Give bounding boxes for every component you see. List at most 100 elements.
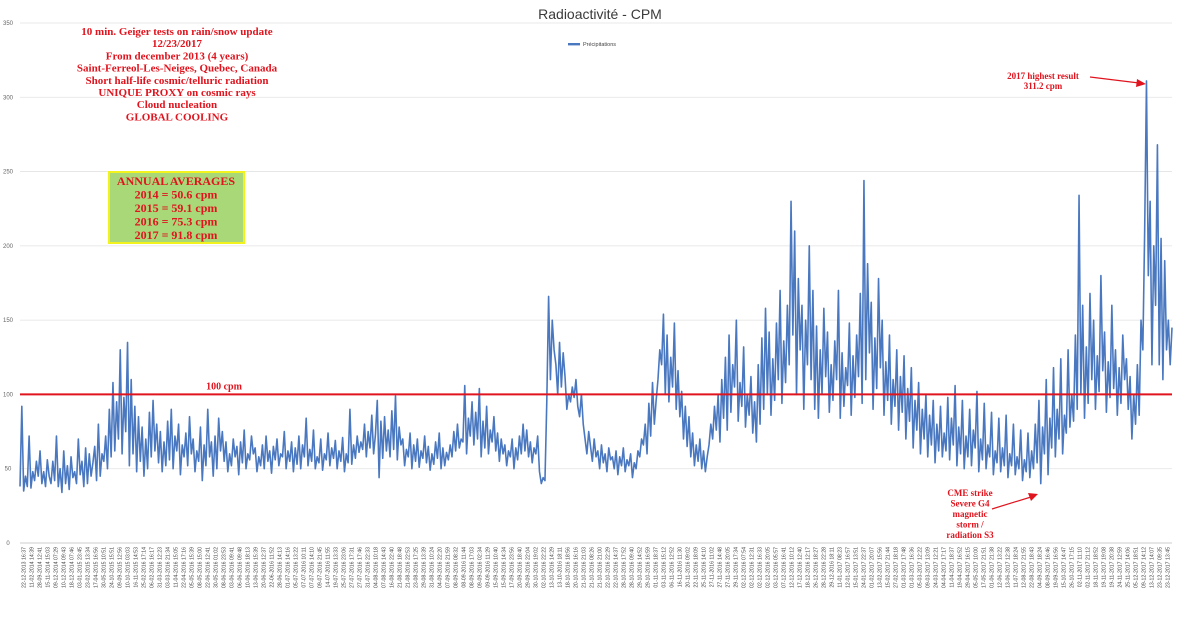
x-tick-label: 18-10-2016 18:56 bbox=[566, 547, 572, 588]
x-tick-label: 19-09-2017 16:56 bbox=[1054, 547, 1060, 588]
x-tick-label: 01-06-2017 21:38 bbox=[990, 547, 996, 588]
x-tick-label: 09-09-2015 12:56 bbox=[118, 547, 124, 588]
x-tick-label: 11-04-2016 15:05 bbox=[174, 547, 180, 588]
x-tick-label: 09-07-2016 21:45 bbox=[318, 547, 324, 588]
highest-result-line: 311.2 cpm bbox=[1024, 81, 1063, 91]
x-tick-label: 14-07-2016 11:55 bbox=[326, 547, 332, 588]
x-tick-label: 11-02-2014 14:39 bbox=[30, 547, 36, 588]
x-tick-label: 28-09-2014 12:41 bbox=[38, 547, 44, 588]
x-tick-label: 07-07-2016 14:10 bbox=[310, 547, 316, 588]
x-tick-label: 24-11-2017 12:59 bbox=[1118, 547, 1124, 588]
averages-line: 2015 = 59.1 cpm bbox=[135, 201, 218, 215]
x-tick-label: 13-06-2016 15:39 bbox=[254, 547, 260, 588]
x-tick-label: 29-11-2016 17:34 bbox=[734, 547, 740, 588]
cme-arrow bbox=[991, 496, 1032, 510]
x-tick-label: 27-07-2016 17:46 bbox=[358, 547, 364, 588]
x-tick-label: 15-09-2016 10:40 bbox=[494, 547, 500, 588]
x-tick-label: 02-12-2016 20:05 bbox=[766, 547, 772, 588]
x-tick-label: 22-08-2017 18:43 bbox=[1030, 547, 1036, 588]
x-tick-label: 02-11-2017 21:12 bbox=[1086, 547, 1092, 588]
x-tick-label: 20-06-2016 12:37 bbox=[262, 547, 268, 588]
x-tick-label: 02-11-2017 11:10 bbox=[1078, 547, 1084, 587]
cme-arrow-head bbox=[1028, 493, 1038, 501]
x-tick-label: 22-12-2013 16:37 bbox=[22, 547, 28, 588]
x-tick-label: 19-11-2017 20:38 bbox=[1110, 547, 1116, 588]
x-tick-label: 23-08-2016 17:25 bbox=[414, 547, 420, 588]
x-axis: 22-12-2013 16:37 11-02-2014 14:39 28-09-20… bbox=[22, 547, 1172, 588]
x-tick-label: 08-06-2016 23:53 bbox=[222, 547, 228, 588]
x-tick-label: 07-07-2016 10:11 bbox=[302, 547, 308, 588]
series-line bbox=[19, 80, 1173, 494]
x-tick-label: 09-03-2017 13:09 bbox=[926, 547, 932, 588]
cme-note-line: CME strike bbox=[947, 488, 992, 498]
legend: Précipitations bbox=[568, 42, 616, 48]
x-tick-label: 31-08-2016 10:24 bbox=[430, 547, 436, 588]
x-tick-label: 25-11-2016 14:10 bbox=[702, 547, 708, 588]
cme-note-line: magnetic bbox=[953, 509, 988, 519]
x-tick-label: 06-02-2016 16:17 bbox=[150, 547, 156, 588]
x-tick-label: 22-10-2016 14:37 bbox=[614, 547, 620, 588]
x-tick-label: 05-03-2017 12:22 bbox=[918, 547, 924, 588]
x-tick-label: 02-12-2016 07:54 bbox=[742, 547, 748, 588]
x-tick-label: 03-12-2016 05:57 bbox=[774, 547, 780, 588]
cme-note-line: storm / bbox=[956, 520, 984, 530]
cme-note-line: Severe G4 bbox=[950, 499, 990, 509]
x-tick-label: 19-07-2016 13:33 bbox=[334, 547, 340, 588]
x-tick-label: 19-11-2017 19:08 bbox=[1102, 547, 1108, 588]
cme-note-line: radiation S3 bbox=[946, 530, 994, 540]
x-tick-label: 07-08-2016 14:43 bbox=[382, 547, 388, 588]
x-tick-label: 27-07-2016 17:31 bbox=[350, 547, 356, 588]
x-tick-label: 07-12-2016 16:41 bbox=[782, 547, 788, 588]
averages-line: 2014 = 50.6 cpm bbox=[135, 188, 218, 202]
x-tick-label: 28-10-2016 09:40 bbox=[630, 547, 636, 588]
x-tick-label: 10-06-2016 18:13 bbox=[246, 547, 252, 588]
intro-note-line: Short half-life cosmic/telluric radiatio… bbox=[86, 75, 269, 87]
x-tick-label: 23-02-2015 13:34 bbox=[86, 547, 92, 588]
x-tick-label: 30-05-2015 10:51 bbox=[102, 547, 108, 588]
intro-note-line: From december 2013 (4 years) bbox=[106, 50, 249, 62]
x-tick-label: 29-10-2016 14:52 bbox=[638, 547, 644, 588]
x-tick-label: 21-10-2016 21:03 bbox=[582, 547, 588, 588]
x-tick-label: 19-04-2017 16:52 bbox=[958, 547, 964, 588]
x-tick-label: 22-06-2016 11:52 bbox=[270, 547, 276, 588]
highest-result-line: 2017 highest result bbox=[1007, 71, 1079, 81]
x-tick-label: 13-10-2016 14:29 bbox=[550, 547, 556, 588]
x-tick-label: 21-08-2016 18:48 bbox=[398, 547, 404, 588]
highest-arrow bbox=[1089, 76, 1140, 84]
x-tick-label: 24-03-2017 12:21 bbox=[934, 547, 940, 588]
intro-note-line: 12/23/2017 bbox=[152, 38, 203, 50]
x-tick-label: 13-12-2017 14:07 bbox=[1150, 547, 1156, 588]
x-tick-label: 12-06-2017 13:22 bbox=[998, 547, 1004, 588]
x-tick-label: 17-09-2016 23:56 bbox=[510, 547, 516, 588]
intro-note-line: Saint-Ferreol-Les-Neiges, Quebec, Canada bbox=[77, 63, 278, 75]
x-tick-label: 13-06-2017 12:38 bbox=[1006, 547, 1012, 588]
x-tick-label: 03-06-2016 09:41 bbox=[230, 547, 236, 588]
x-tick-label: 29-08-2016 13:39 bbox=[422, 547, 428, 588]
x-tick-label: 03-11-2016 15:12 bbox=[662, 547, 668, 588]
chart-title: Radioactivité - CPM bbox=[538, 6, 662, 22]
x-tick-label: 12-08-2017 21:55 bbox=[1022, 547, 1028, 588]
x-tick-label: 08-09-2016 08:32 bbox=[454, 547, 460, 588]
x-tick-label: 02-10-2016 22:22 bbox=[542, 547, 548, 588]
x-tick-label: 22-04-2016 17:16 bbox=[182, 547, 188, 588]
intro-note-line: GLOBAL COOLING bbox=[126, 111, 229, 123]
intro-note-line: 10 min. Geiger tests on rain/snow update bbox=[81, 26, 273, 38]
x-tick-label: 23-12-2017 09:35 bbox=[1158, 547, 1164, 588]
x-tick-label: 04-09-2016 22:20 bbox=[438, 547, 444, 588]
intro-note-line: Cloud nucleation bbox=[137, 99, 217, 111]
x-tick-label: 15-09-2016 14:34 bbox=[502, 547, 508, 588]
y-tick-label: 350 bbox=[3, 21, 14, 27]
x-tick-label: 30-10-2016 19:02 bbox=[534, 547, 540, 588]
y-tick-label: 100 bbox=[3, 392, 14, 398]
x-tick-label: 29-09-2016 22:04 bbox=[526, 547, 532, 588]
x-tick-label: 01-07-2016 14:16 bbox=[286, 547, 292, 588]
x-tick-label: 09-12-2017 14:12 bbox=[1142, 547, 1148, 588]
x-tick-label: 27-02-2017 18:18 bbox=[894, 547, 900, 588]
x-tick-label: 22-11-2016 18:09 bbox=[694, 547, 700, 588]
reference-line-label: 100 cpm bbox=[206, 381, 243, 392]
x-tick-label: 04-09-2017 18:24 bbox=[1038, 547, 1044, 588]
x-tick-label: 09-12-2014 07:29 bbox=[54, 547, 60, 588]
highest-arrow-head bbox=[1136, 79, 1146, 87]
x-tick-label: 20-09-2016 18:40 bbox=[518, 547, 524, 588]
